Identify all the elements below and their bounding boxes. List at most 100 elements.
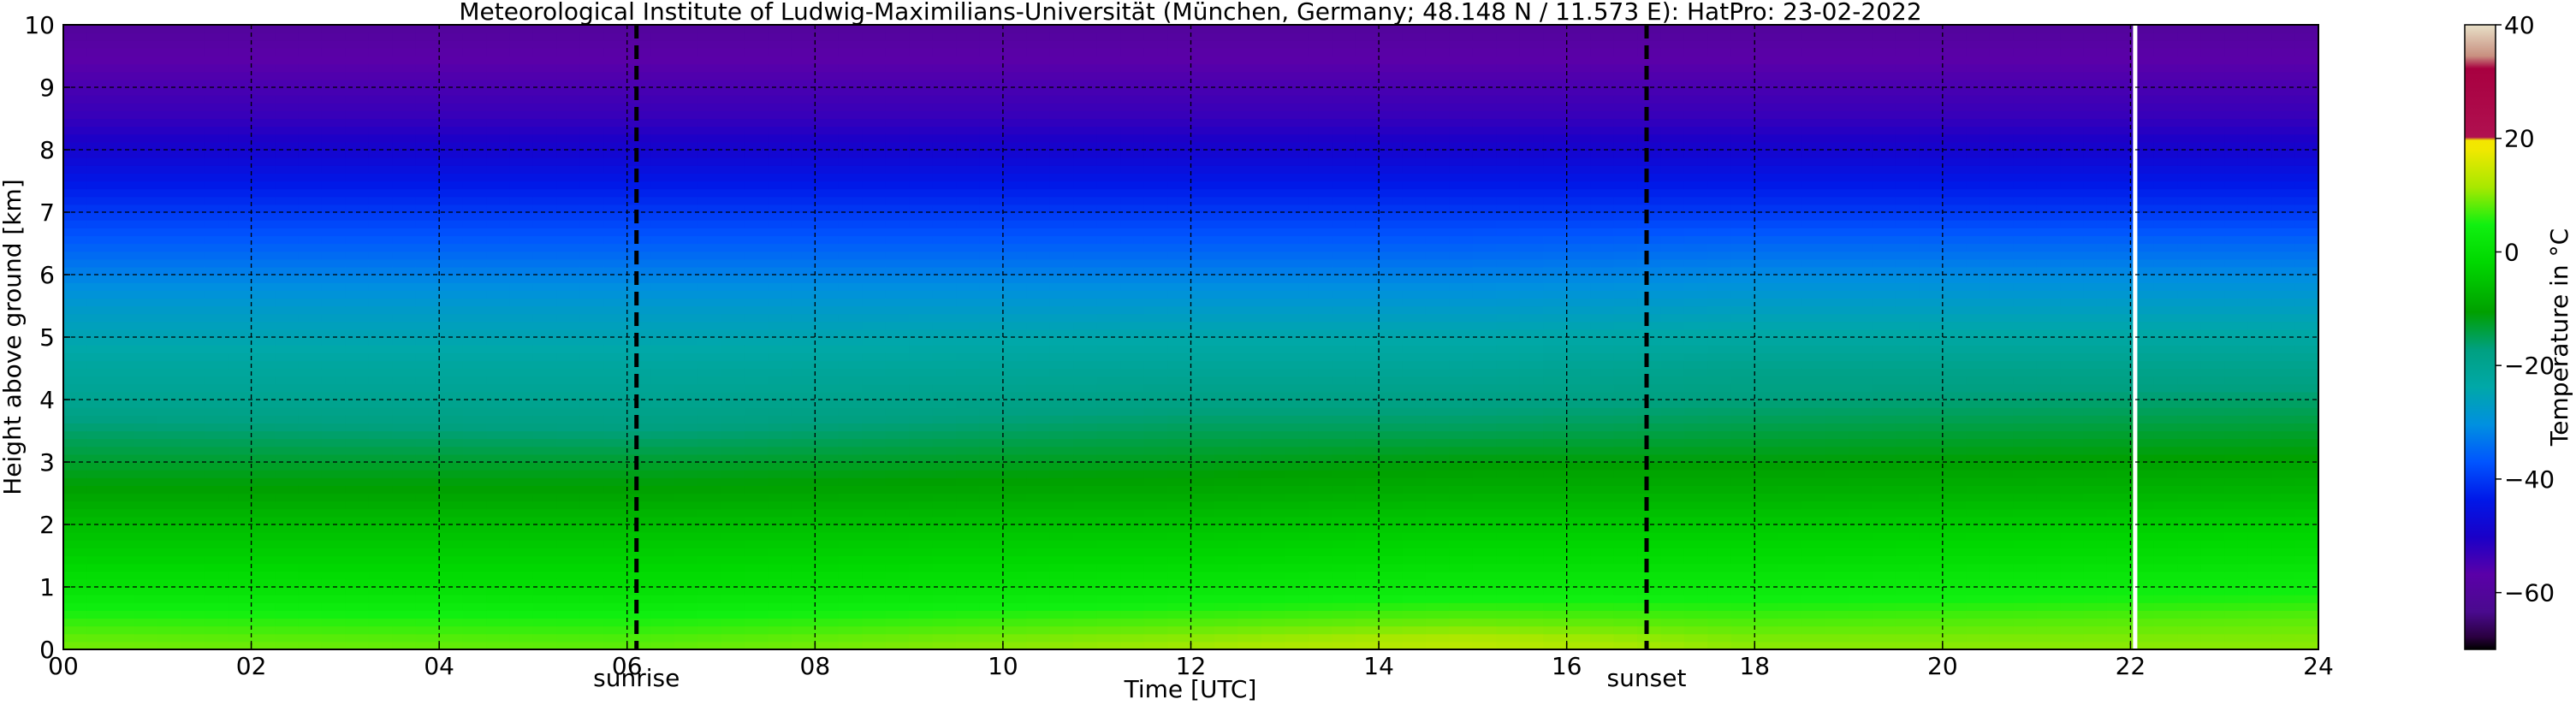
heatmap-cell [1238,571,1262,580]
heatmap-cell [110,618,134,627]
heatmap-cell [251,48,276,57]
heatmap-cell [532,63,558,73]
heatmap-cell [298,602,323,611]
heatmap-cell [157,266,181,275]
heatmap-cell [1332,251,1356,260]
heatmap-cell [86,633,111,643]
heatmap-cell [1496,40,1521,49]
heatmap-cell [251,407,276,416]
heatmap-cell [1379,95,1404,104]
heatmap-cell [275,376,300,385]
heatmap-cell [862,298,887,307]
heatmap-cell [674,360,698,370]
heatmap-cell [110,446,134,455]
heatmap-cell [1355,181,1380,190]
heatmap-cell [1285,415,1309,424]
heatmap-cell [1096,462,1121,471]
heatmap-cell [1214,243,1238,252]
heatmap-cell [275,212,300,221]
heatmap-cell [509,602,534,611]
heatmap-cell [1425,618,1451,627]
heatmap-cell [392,501,417,510]
heatmap-cell [650,251,675,260]
heatmap-cell [1449,524,1474,533]
heatmap-cell [63,400,88,408]
heatmap-cell [791,298,816,307]
heatmap-cell [86,212,111,221]
heatmap-cell [1049,470,1074,478]
heatmap-cell [1285,321,1309,330]
heatmap-cell [1402,548,1427,557]
heatmap-cell [674,71,698,80]
heatmap-cell [1355,532,1380,541]
heatmap-cell [979,376,1004,385]
heatmap-cell [862,400,887,408]
heatmap-cell [1214,275,1238,283]
heatmap-cell [1096,438,1121,447]
heatmap-cell [439,173,464,182]
heatmap-cell [768,415,792,424]
heatmap-cell [157,228,181,236]
heatmap-cell [744,150,769,158]
heatmap-cell [321,563,346,572]
heatmap-cell [721,118,745,127]
heatmap-cell [1402,313,1427,323]
heatmap-cell [228,508,252,518]
heatmap-cell [486,423,511,432]
heatmap-cell [838,368,863,377]
heatmap-cell [110,63,134,73]
heatmap-cell [1143,625,1168,635]
heatmap-cell [439,258,464,268]
heatmap-cell [462,453,487,463]
heatmap-cell [721,430,745,440]
heatmap-cell [509,571,534,580]
heatmap-cell [1143,516,1168,525]
heatmap-cell [885,290,910,299]
heatmap-cell [838,56,863,65]
heatmap-cell [1026,587,1051,595]
heatmap-cell [345,298,370,307]
heatmap-cell [815,150,840,158]
heatmap-cell [956,462,981,471]
heatmap-cell [1355,383,1380,393]
heatmap-cell [697,150,722,158]
heatmap-cell [1238,71,1262,80]
heatmap-cell [134,618,158,627]
heatmap-cell [956,150,981,158]
heatmap-cell [1449,453,1474,463]
heatmap-cell [674,329,698,338]
heatmap-cell [134,126,158,135]
heatmap-cell [1143,633,1168,643]
heatmap-cell [228,150,252,158]
heatmap-cell [1308,110,1333,120]
heatmap-cell [321,298,346,307]
heatmap-cell [1190,321,1215,330]
heatmap-cell [1379,196,1404,205]
heatmap-cell [650,641,675,650]
heatmap-cell [368,165,393,174]
heatmap-cell [251,275,276,283]
heatmap-cell [815,618,840,627]
heatmap-cell [909,376,934,385]
heatmap-cell [885,71,910,80]
heatmap-cell [1049,243,1074,252]
heatmap-cell [157,485,181,495]
heatmap-cell [674,602,698,611]
heatmap-cell [744,63,769,73]
heatmap-cell [1355,470,1380,478]
heatmap-cell [1332,407,1356,416]
heatmap-cell [932,71,957,80]
heatmap-cell [556,578,581,588]
heatmap-cell [697,352,722,361]
heatmap-cell [1026,282,1051,291]
heatmap-cell [579,548,604,557]
heatmap-cell [650,400,675,408]
heatmap-cell [368,282,393,291]
heatmap-cell [298,641,323,650]
heatmap-cell [1190,228,1215,236]
heatmap-cell [157,235,181,245]
heatmap-cell [932,376,957,385]
heatmap-cell [768,298,792,307]
heatmap-cell [1214,485,1238,495]
heatmap-cell [791,204,816,213]
